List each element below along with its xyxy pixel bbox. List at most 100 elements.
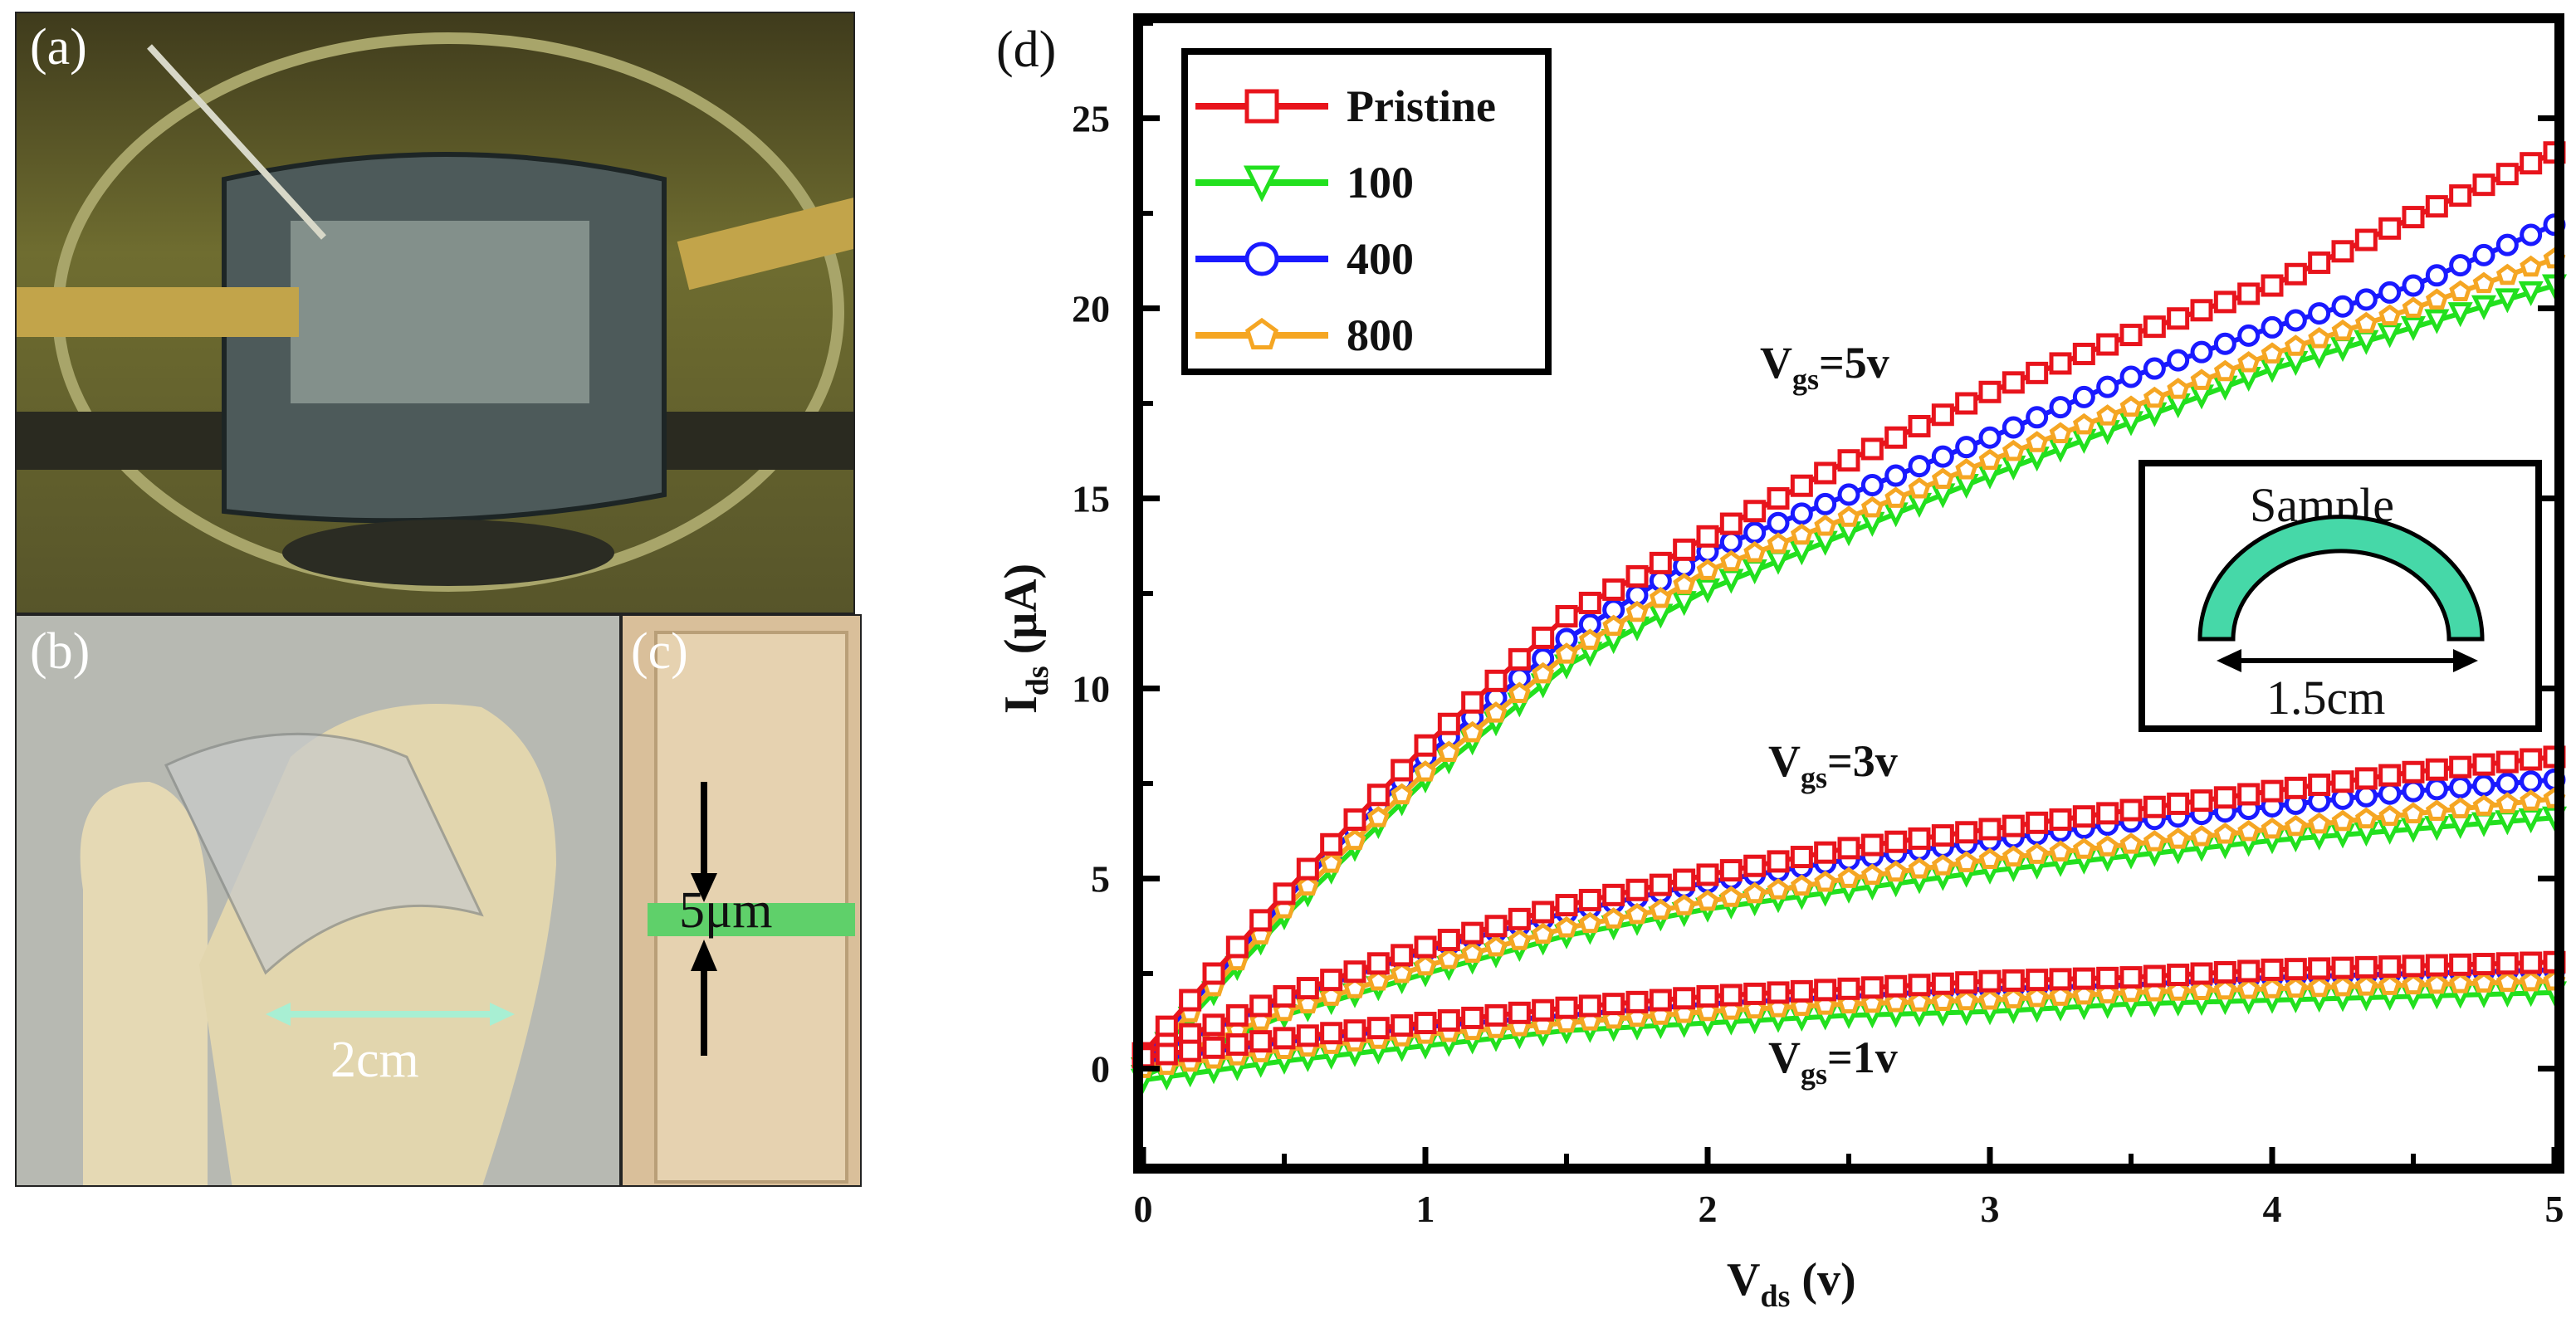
legend-marker-pristine [1244, 89, 1279, 124]
data-point-pristine [1296, 1024, 1319, 1047]
panel-d-label: (d) [996, 22, 1056, 78]
channel-gap [648, 903, 855, 936]
data-point-pristine [2495, 952, 2519, 975]
panel-b-label: (b) [30, 623, 90, 680]
data-point-c800 [1673, 573, 1696, 594]
data-point-c400 [2449, 254, 2472, 277]
data-point-pristine [2472, 953, 2495, 976]
data-point-pristine [2026, 361, 2049, 384]
data-point-pristine [1837, 837, 1860, 860]
data-point-c400 [2213, 332, 2236, 355]
data-point-pristine [2167, 792, 2190, 815]
data-point-pristine [2495, 163, 2519, 186]
data-point-c400 [1719, 530, 1743, 554]
data-point-pristine [2096, 333, 2119, 356]
data-point-c800 [2378, 804, 2402, 827]
data-point-pristine [1790, 979, 1813, 1003]
data-point-pristine [1273, 1027, 1296, 1050]
y-axis-title-unit: (μA) [995, 564, 1047, 666]
x-tick-label: 0 [1134, 1188, 1153, 1230]
data-point-pristine [2190, 962, 2213, 985]
data-point-pristine [1696, 984, 1719, 1008]
data-point-pristine [1884, 830, 1908, 853]
data-point-c800 [1484, 935, 1508, 957]
data-point-c100 [1765, 549, 1791, 575]
data-point-c800 [2096, 404, 2119, 426]
x-tick-label: 3 [1981, 1188, 2000, 1230]
data-point-c800 [2354, 974, 2378, 996]
data-point-c400 [2072, 385, 2095, 408]
data-point-pristine [1461, 1006, 1484, 1029]
data-point-pristine [1931, 824, 1954, 847]
data-point-pristine [2026, 811, 2049, 834]
data-point-c100 [2377, 323, 2402, 349]
data-point-c400 [1767, 511, 1790, 535]
data-point-c800 [1508, 929, 1531, 950]
data-point-c400 [2049, 396, 2072, 419]
data-point-pristine [1437, 1008, 1460, 1032]
series-pristine [1132, 141, 2566, 1065]
inset-dimension: 1.5cm [2266, 671, 2385, 725]
data-point-c400 [2354, 288, 2378, 311]
data-point-pristine [2213, 786, 2236, 809]
data-point-pristine [1532, 998, 1555, 1022]
data-point-c800 [2072, 837, 2095, 859]
data-point-c100 [2447, 302, 2473, 328]
data-point-pristine [1391, 759, 1414, 782]
data-point-c800 [1649, 587, 1672, 608]
data-point-pristine [2119, 798, 2143, 822]
data-point-pristine [1532, 626, 1555, 649]
legend-label-pristine: Pristine [1347, 81, 1496, 131]
data-point-c800 [1343, 977, 1366, 998]
data-point-c800 [1366, 806, 1390, 827]
data-point-c800 [1320, 852, 1343, 873]
data-point-pristine [1814, 979, 1837, 1002]
data-point-c400 [1790, 502, 1813, 525]
data-point-pristine [2261, 274, 2284, 297]
data-point-c800 [2002, 845, 2025, 866]
data-point-pristine [2143, 315, 2166, 339]
data-point-c800 [1978, 448, 2002, 471]
data-point-pristine [2096, 802, 2119, 825]
thumb [80, 782, 208, 1185]
data-point-pristine [1696, 863, 1719, 886]
data-point-c800 [1696, 889, 1719, 911]
data-point-pristine [2237, 783, 2261, 806]
data-point-pristine [1649, 551, 1672, 574]
data-point-pristine [1602, 993, 1625, 1016]
data-point-pristine [2402, 760, 2425, 783]
data-point-c800 [2425, 799, 2448, 821]
data-point-c800 [1814, 870, 1837, 892]
data-point-c800 [2237, 351, 2261, 373]
data-point-pristine [1625, 990, 1649, 1013]
photo-panel-b: (b) 2cm [15, 614, 621, 1187]
data-point-c800 [2049, 422, 2072, 444]
data-point-pristine [1461, 691, 1484, 714]
data-point-pristine [1437, 712, 1460, 735]
data-point-c800 [2402, 802, 2425, 824]
data-point-c800 [2026, 985, 2049, 1008]
data-point-c400 [2119, 365, 2143, 388]
data-point-pristine [1978, 969, 2002, 993]
data-point-c800 [1884, 486, 1908, 508]
scale-label-5um: 5μm [679, 882, 773, 939]
data-point-c800 [2495, 792, 2519, 813]
data-point-pristine [1837, 449, 1860, 472]
data-point-c800 [1296, 874, 1319, 896]
data-point-c800 [2143, 386, 2166, 408]
vgs-5v-sub: gs [1792, 363, 1819, 396]
data-point-c100 [2471, 295, 2497, 320]
data-point-c400 [2284, 309, 2307, 332]
data-point-pristine [1484, 669, 1508, 692]
data-point-c800 [2049, 984, 2072, 1006]
data-point-pristine [1673, 868, 1696, 891]
data-point-pristine [1908, 827, 1931, 850]
data-point-pristine [1743, 500, 1767, 523]
data-point-c400 [2026, 406, 2049, 429]
data-point-pristine [1719, 512, 1743, 535]
data-point-c400 [1908, 455, 1931, 478]
scale-label-2cm: 2cm [330, 1032, 419, 1088]
data-point-c800 [2167, 979, 2190, 1001]
data-point-c800 [2284, 976, 2307, 998]
data-point-c100 [1648, 603, 1674, 629]
